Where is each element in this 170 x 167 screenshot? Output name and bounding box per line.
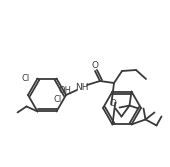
- Text: Cl: Cl: [53, 96, 62, 104]
- Text: O: O: [91, 60, 98, 69]
- Text: OH: OH: [58, 86, 72, 95]
- Text: O: O: [110, 99, 117, 108]
- Text: Cl: Cl: [21, 74, 30, 83]
- Text: NH: NH: [75, 82, 89, 92]
